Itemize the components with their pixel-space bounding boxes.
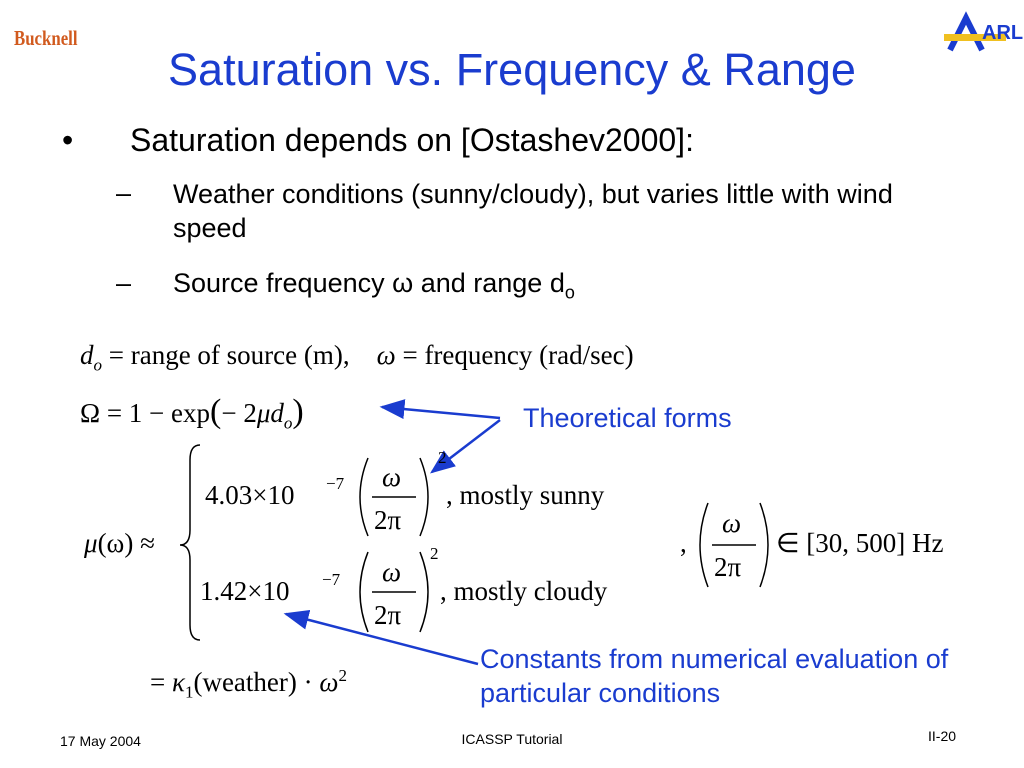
math: = range of source (m), (108, 340, 350, 370)
text: Source frequency ω and range d (173, 268, 565, 298)
dash: – (116, 268, 132, 298)
math: o (93, 355, 103, 375)
math: ω (722, 508, 742, 538)
math: μd (256, 398, 284, 428)
math: ∈ [30, 500] Hz (776, 528, 944, 558)
title: Saturation vs. Frequency & Range (168, 44, 856, 95)
footer-date: 17 May 2004 (60, 733, 141, 749)
math: 2 (438, 448, 447, 467)
math: , mostly sunny (446, 480, 605, 510)
bullet-dot: • (62, 122, 74, 158)
math: d (80, 340, 94, 370)
math: μ (84, 528, 98, 558)
math: −7 (322, 570, 341, 589)
math: , (680, 528, 687, 558)
math: , mostly cloudy (440, 576, 608, 606)
arrows (283, 399, 501, 666)
bullet: Saturation depends on [Ostashev2000]: (130, 122, 694, 158)
math: = frequency (rad/sec) (402, 340, 634, 370)
math: −7 (326, 474, 345, 493)
equation: μ(ω) ≈ (84, 528, 155, 559)
arl-logo (944, 11, 1006, 52)
math: 2π (374, 600, 402, 630)
logo-right: ARL (982, 22, 1024, 44)
equation: do = range of source (m), ω = frequency … (80, 340, 634, 375)
math: κ (171, 667, 185, 697)
math: 1.42×10 (200, 576, 290, 606)
sub-bullet: Source frequency ω and range do (173, 268, 575, 303)
math: 2 (338, 666, 347, 685)
annotation: Constants from numerical evaluation of p… (480, 644, 949, 708)
math: ω (382, 462, 402, 492)
math: 4.03×10 (205, 480, 295, 510)
math: ω (376, 340, 396, 370)
math: 2π (374, 505, 402, 535)
equation: Ω = 1 − exp(− 2μdo) (80, 393, 304, 433)
footer-center: ICASSP Tutorial (461, 731, 563, 747)
equation: = κ1(weather) · ω2 (150, 666, 347, 702)
math: 2 (430, 544, 439, 563)
math: 2π (714, 552, 742, 582)
logo-left: Bucknell (14, 26, 78, 50)
dash: – (116, 178, 132, 208)
math: − 2 (221, 398, 257, 428)
math: ( (210, 393, 222, 430)
math: = (150, 667, 172, 697)
math: Ω = 1 − exp (80, 398, 211, 428)
math: o (283, 413, 293, 433)
math: 1 (184, 682, 194, 702)
math-strokes (179, 444, 769, 641)
annotation: Theoretical forms (523, 403, 732, 433)
sub-bullet: Weather conditions (sunny/cloudy), but v… (173, 179, 893, 243)
math: ω (382, 557, 402, 587)
subscript: o (564, 282, 575, 303)
footer-page: II-20 (928, 728, 957, 744)
math: (ω) ≈ (97, 528, 155, 558)
math: ) (292, 393, 304, 430)
math: (weather) · (193, 667, 320, 697)
math: ω (319, 667, 339, 697)
